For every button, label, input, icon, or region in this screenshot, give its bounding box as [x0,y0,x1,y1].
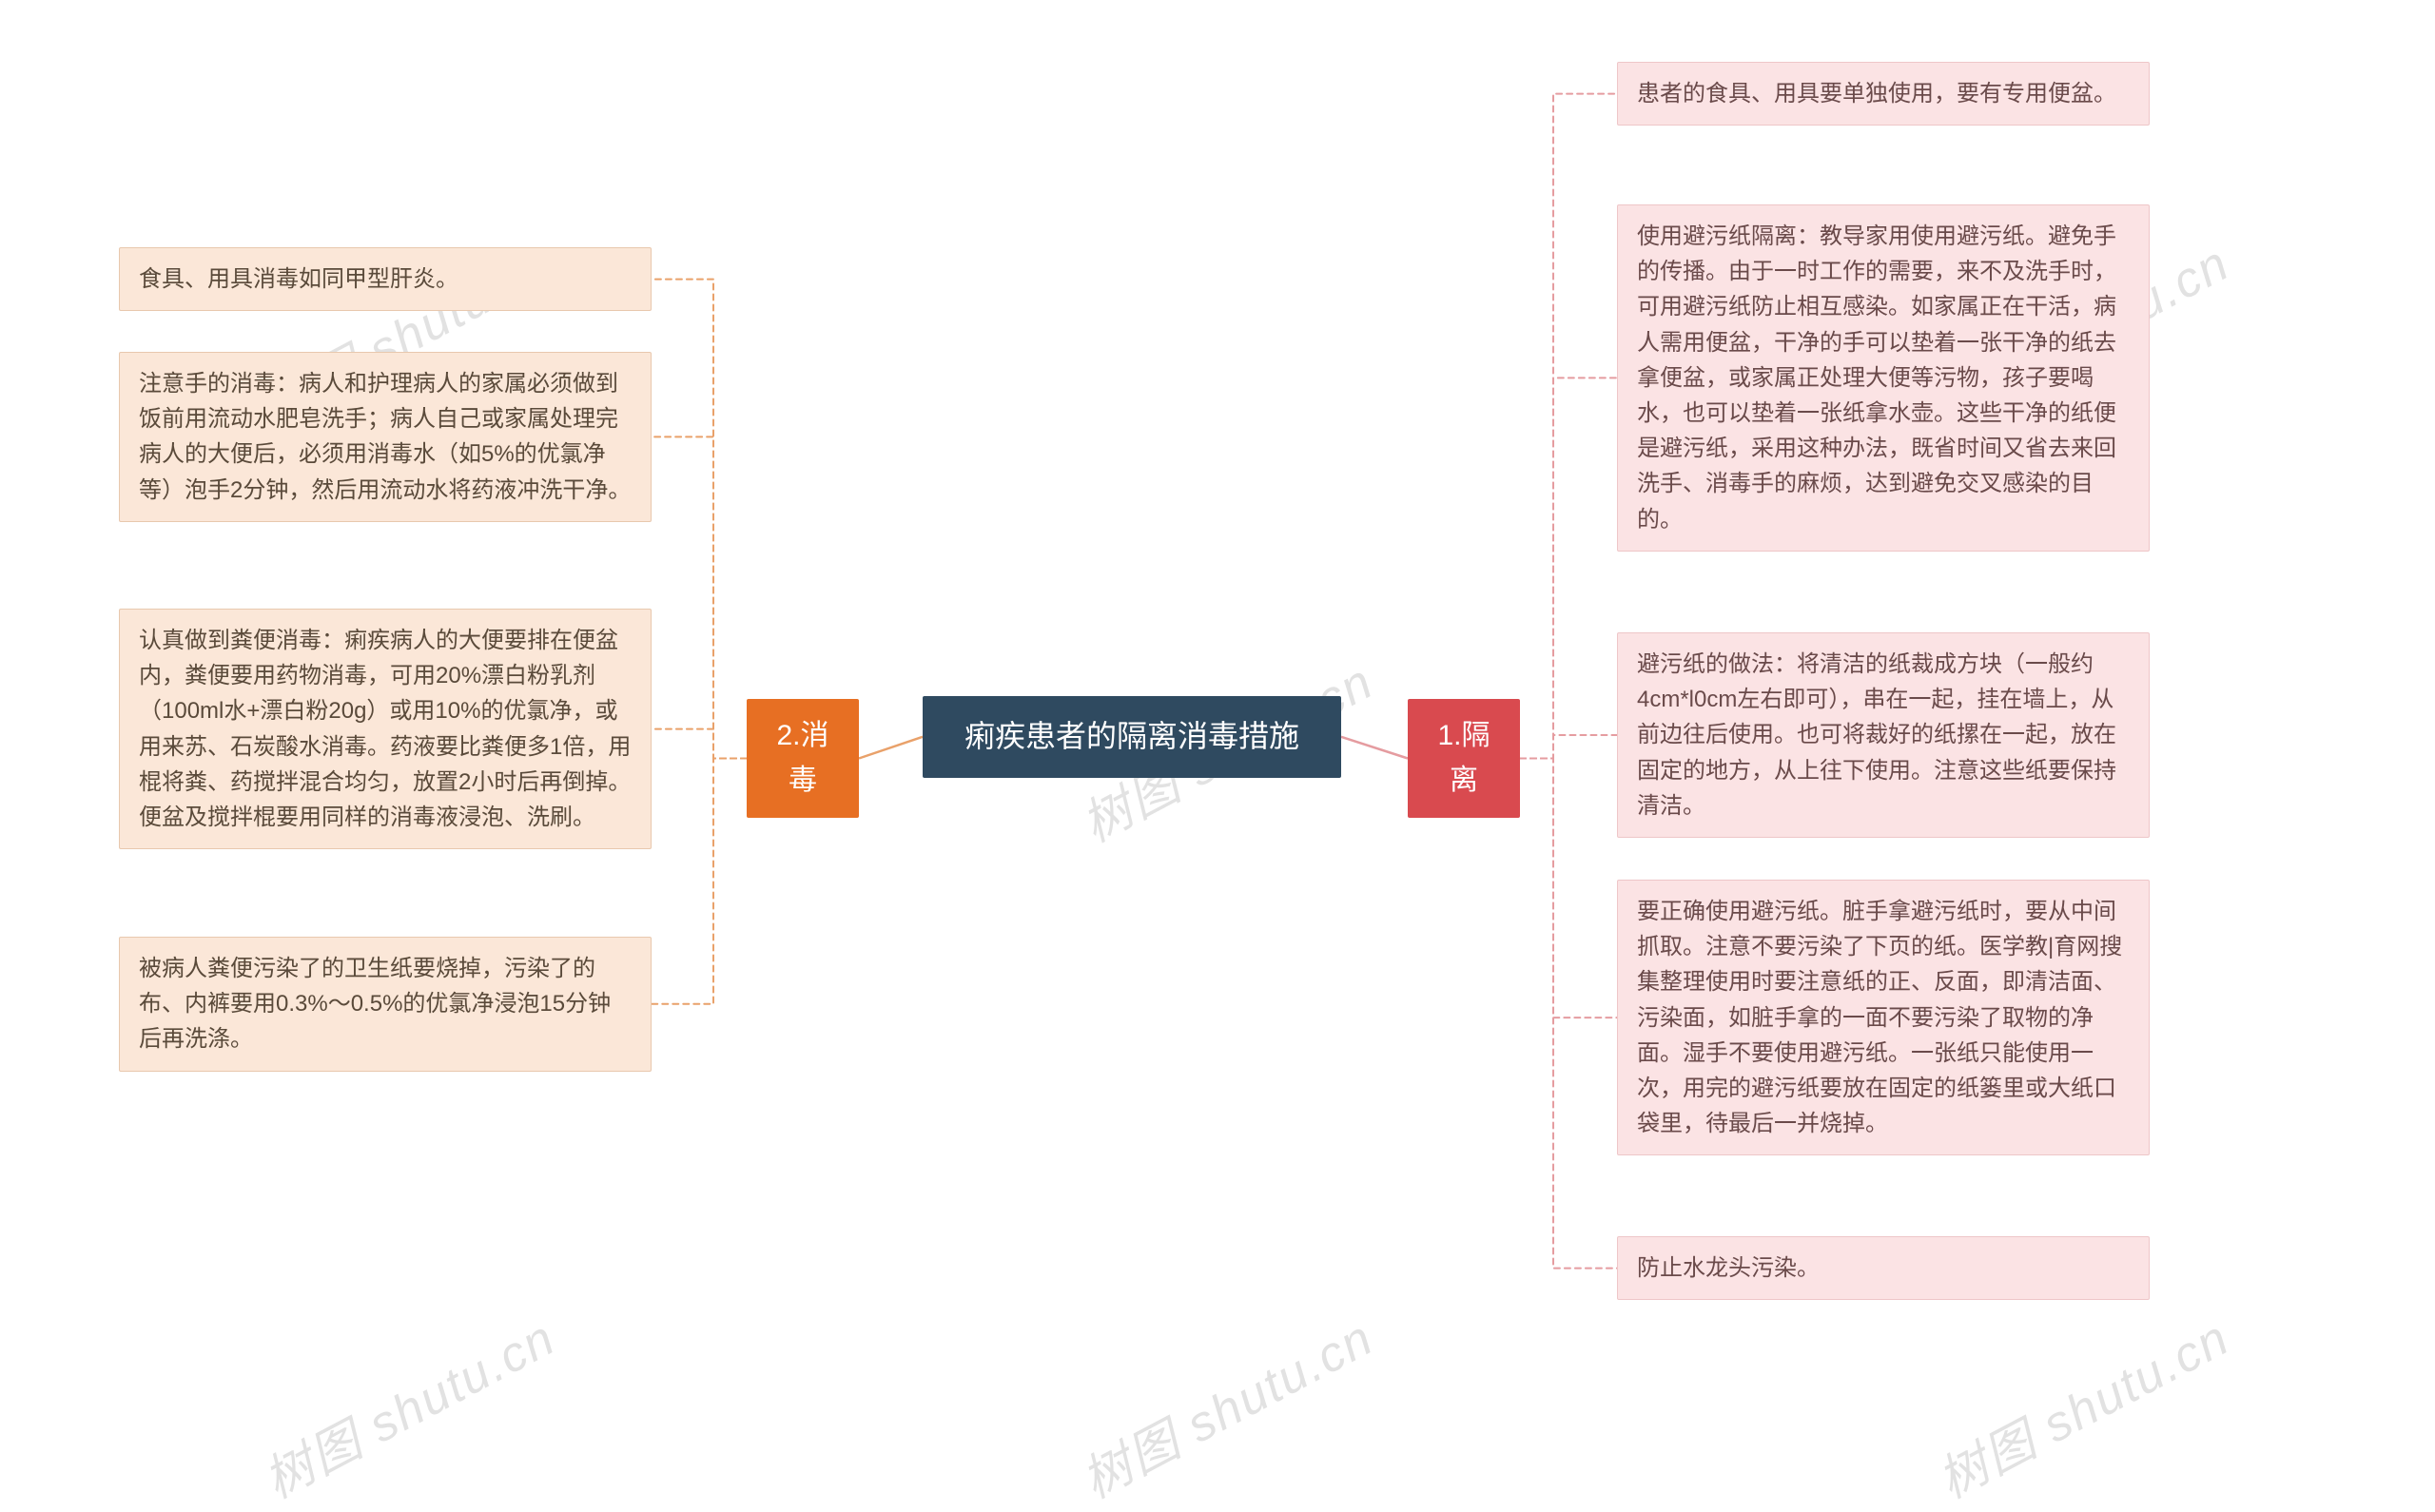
mindmap-root: 痢疾患者的隔离消毒措施 [923,696,1341,778]
branch-disinfect: 2.消毒 [747,699,859,818]
leaf-disinfect-1: 食具、用具消毒如同甲型肝炎。 [119,247,652,311]
leaf-isolate-1: 患者的食具、用具要单独使用，要有专用便盆。 [1617,62,2150,126]
leaf-disinfect-3: 认真做到粪便消毒：痢疾病人的大便要排在便盆内，粪便要用药物消毒，可用20%漂白粉… [119,609,652,849]
leaf-isolate-4: 要正确使用避污纸。脏手拿避污纸时，要从中间抓取。注意不要污染了下页的纸。医学教|… [1617,880,2150,1155]
watermark: 树图 shutu.cn [1923,1298,2240,1511]
leaf-isolate-3: 避污纸的做法：将清洁的纸裁成方块（一般约4cm*l0cm左右即可），串在一起，挂… [1617,632,2150,838]
leaf-disinfect-2: 注意手的消毒：病人和护理病人的家属必须做到饭前用流动水肥皂洗手；病人自己或家属处… [119,352,652,522]
watermark: 树图 shutu.cn [1067,1298,1384,1511]
branch-isolate: 1.隔离 [1408,699,1520,818]
watermark: 树图 shutu.cn [249,1298,566,1511]
leaf-disinfect-4: 被病人粪便污染了的卫生纸要烧掉，污染了的布、内裤要用0.3%～0.5%的优氯净浸… [119,937,652,1072]
leaf-isolate-2: 使用避污纸隔离：教导家用使用避污纸。避免手的传播。由于一时工作的需要，来不及洗手… [1617,204,2150,552]
leaf-isolate-5: 防止水龙头污染。 [1617,1236,2150,1300]
